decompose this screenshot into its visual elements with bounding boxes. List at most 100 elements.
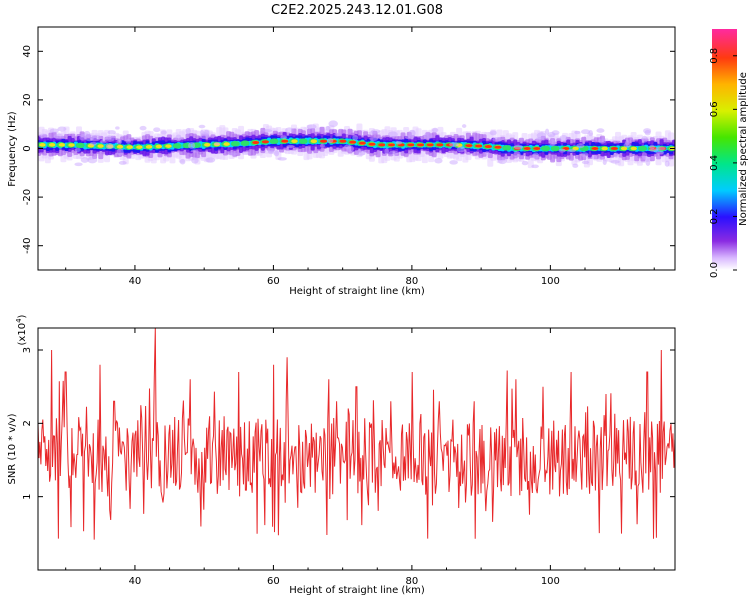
spectrogram-cell: [547, 131, 556, 138]
spectrogram-cell: [185, 127, 191, 135]
spectrogram-cell: [581, 160, 590, 165]
spectrogram-cell: [155, 144, 162, 149]
spectrogram-cell: [105, 135, 115, 142]
spectrogram-cell: [602, 159, 607, 166]
snr-series-line: [38, 328, 675, 540]
spectrogram-cell: [408, 129, 416, 137]
spectrogram-cell: [641, 135, 648, 143]
spectrogram-cell: [53, 133, 64, 140]
spectrogram-cell: [285, 127, 294, 133]
spectrogram-cell: [80, 157, 89, 163]
spectrogram-cell: [153, 127, 161, 133]
spectrogram-cell: [339, 139, 347, 143]
spectrogram-cell: [126, 145, 133, 149]
spectrogram-cell: [273, 150, 280, 157]
spectrogram-cell: [655, 146, 666, 151]
spectrogram-cell: [136, 145, 143, 149]
spectrogram-cell: [580, 129, 591, 135]
spectrogram-ytick-label: 20: [22, 94, 33, 107]
spectrogram-cell: [199, 132, 210, 140]
spectrogram-cell: [79, 134, 87, 141]
spectrogram-cell: [395, 140, 403, 145]
spectrogram-cell: [298, 138, 308, 145]
spectrogram-xlabel: Height of straight line (km): [289, 286, 425, 297]
snr-xtick-label: 60: [267, 576, 280, 587]
spectrogram-cell: [100, 139, 107, 144]
spectrogram-cell: [38, 133, 48, 138]
spectrogram-cell: [57, 126, 67, 132]
spectrogram-cell: [580, 152, 589, 158]
spectrogram-cell: [205, 157, 216, 163]
spectrogram-cell: [188, 142, 196, 149]
colorbar-tick-label: 0.0: [709, 262, 720, 278]
spectrogram-cell: [465, 144, 473, 148]
spectrogram-cell: [368, 142, 376, 146]
spectrogram-cell: [58, 143, 66, 147]
spectrogram-cell: [116, 139, 122, 145]
spectrogram-cell: [416, 143, 425, 147]
colorbar-tick-label: 0.8: [709, 48, 720, 64]
spectrogram-xtick-label: 60: [267, 276, 280, 287]
spectrogram-cell: [286, 144, 295, 148]
spectrogram-cell: [644, 129, 651, 136]
spectrogram-cell: [97, 144, 104, 148]
spectrogram-cell: [407, 143, 415, 147]
spectrogram-cell: [240, 140, 250, 147]
snr-frame: [37, 327, 676, 571]
spectrogram-cell: [404, 135, 415, 140]
snr-ytick-label: 2: [22, 420, 33, 426]
spectrogram-cell: [558, 148, 566, 153]
spectrogram-cell: [521, 160, 529, 166]
spectrogram-cell: [262, 129, 273, 133]
spectrogram-cell: [574, 130, 581, 135]
spectrogram-cell: [319, 143, 325, 148]
spectrogram-cell: [356, 149, 366, 156]
spectrogram-cell: [223, 142, 230, 146]
spectrogram-cell: [434, 157, 443, 164]
spectrogram-cell: [523, 147, 531, 150]
spectrogram-cell: [175, 134, 182, 142]
spectrogram-cell: [436, 143, 444, 147]
spectrogram-cell: [165, 144, 172, 148]
spectrogram-cell: [572, 163, 579, 168]
spectrogram-cell: [228, 152, 238, 156]
spectrogram-cell: [502, 145, 512, 151]
spectrogram-cell: [349, 140, 357, 144]
spectrogram-cell: [536, 132, 547, 139]
spectrogram-cell: [489, 130, 497, 136]
spectrogram-cell: [513, 144, 523, 150]
spectrogram-cell: [456, 146, 466, 153]
spectrogram-cell: [261, 140, 270, 144]
spectrogram-ytick-label: 40: [22, 45, 33, 58]
spectrogram-heatmap: [38, 120, 675, 169]
spectrogram-cell: [281, 139, 289, 143]
spectrogram-cell: [541, 145, 551, 152]
spectrogram-cell: [139, 125, 147, 131]
spectrogram-cell: [48, 143, 56, 147]
colorbar: 0.0 0.2 0.4 0.6 0.8 Normalized spectral ampl…: [709, 29, 749, 278]
spectrogram-cell: [75, 142, 85, 149]
spectrogram-cell: [513, 151, 521, 158]
spectrogram-cell: [204, 142, 211, 147]
spectrogram-cell: [116, 148, 124, 156]
spectrogram-cell: [591, 154, 598, 160]
colorbar-tick-label: 0.2: [709, 208, 720, 224]
snr-xlabel: Height of straight line (km): [289, 585, 425, 596]
spectrogram-cell: [328, 120, 338, 128]
spectrogram-cell: [610, 147, 618, 150]
spectrogram-cell: [591, 147, 599, 150]
chart-title: C2E2.2025.243.12.01.G08: [271, 3, 443, 18]
spectrogram-cell: [291, 139, 298, 144]
spectrogram-cell: [637, 145, 647, 152]
spectrogram-panel: 40 60 80 100 -40 -20 0 20 40 Height of straight …: [7, 26, 676, 297]
spectrogram-cell: [172, 143, 182, 149]
spectrogram-cell: [319, 139, 328, 143]
spectrogram-ytick-label: -40: [22, 238, 33, 254]
spectrogram-xtick-label: 100: [541, 276, 560, 287]
spectrogram-cell: [230, 140, 240, 147]
spectrogram-cell: [214, 142, 221, 146]
snr-xtick-label: 100: [541, 576, 560, 587]
snr-ylabel: SNR (10 * v/v): [7, 413, 18, 484]
spectrogram-cell: [484, 151, 490, 155]
spectrogram-cell: [280, 135, 288, 139]
